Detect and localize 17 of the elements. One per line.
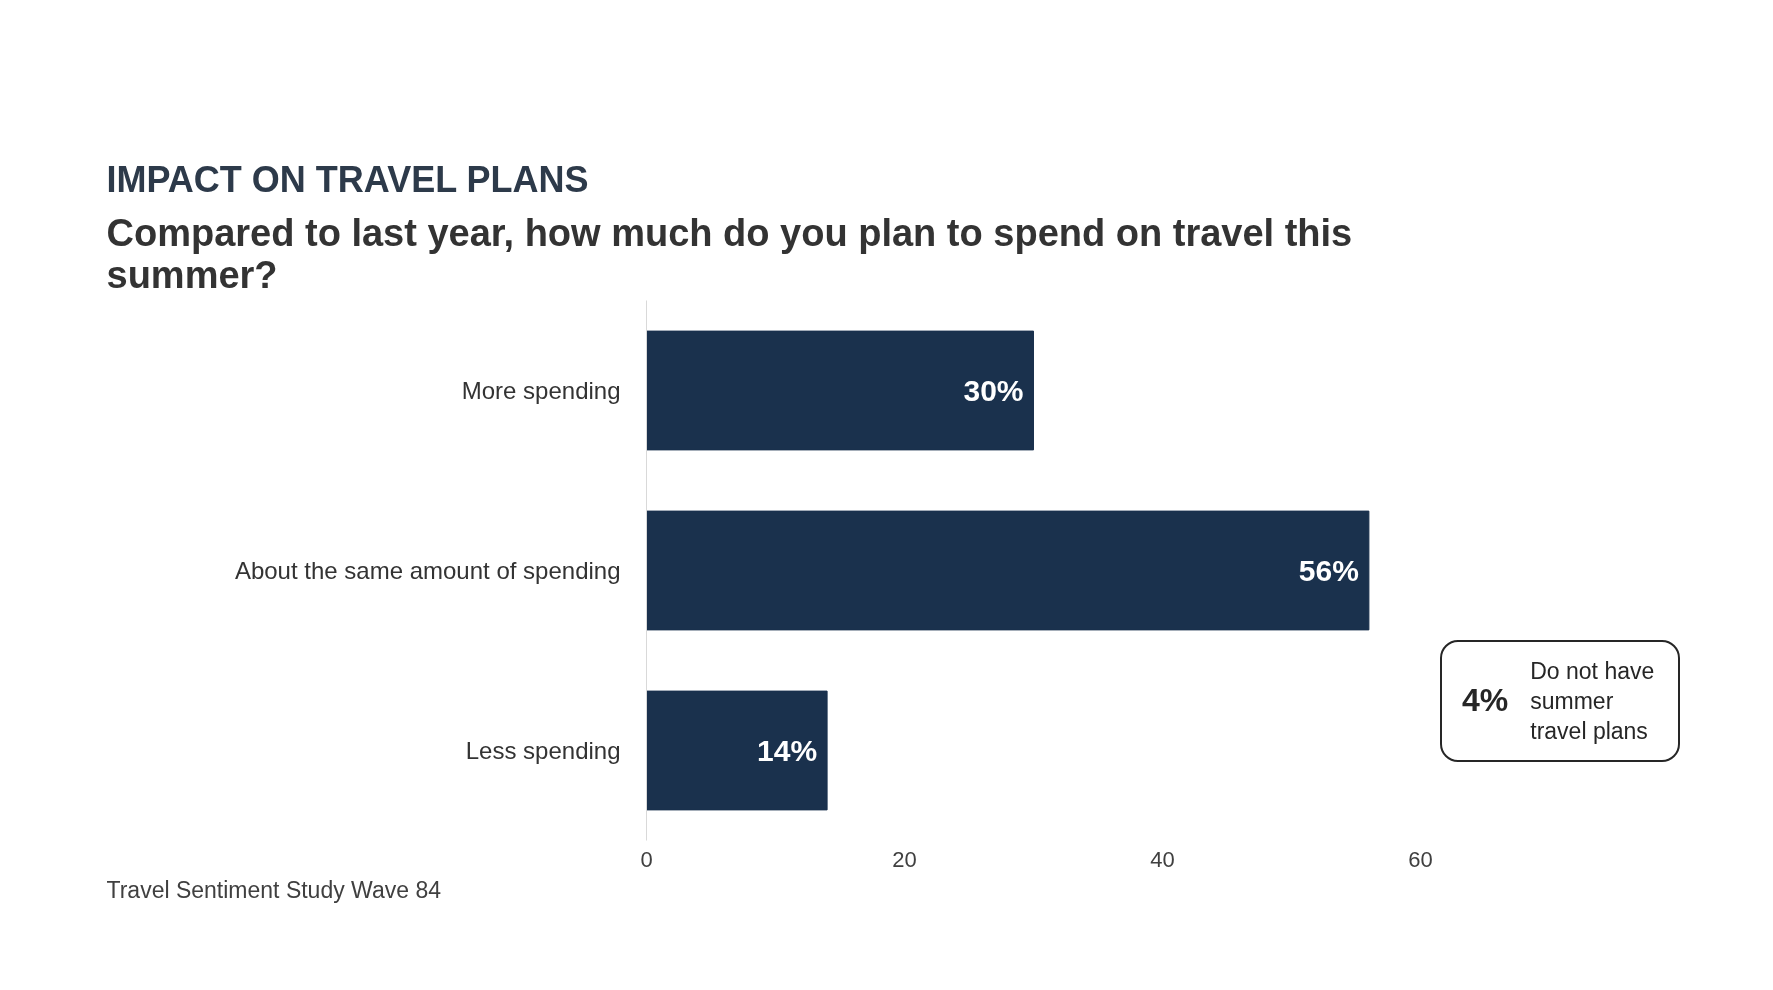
data-label: 56%: [1298, 554, 1359, 587]
x-tick-label: 20: [892, 846, 917, 872]
chart-subtitle: Compared to last year, how much do you plan to spend on travel this summer?: [106, 211, 1353, 296]
data-label: 14%: [757, 734, 818, 767]
y-tick-label: More spending: [461, 377, 621, 404]
text: IMPACT ON TRAVEL PLANS: [106, 158, 589, 200]
x-tick-label: 60: [1408, 846, 1433, 872]
x-tick-label: 40: [1150, 846, 1175, 872]
bar: [646, 510, 1370, 631]
text: 4% Do not have summer travel plans: [1462, 657, 1656, 746]
bar: [646, 330, 1034, 451]
x-tick-label: 0: [640, 846, 653, 872]
bar: [646, 690, 828, 811]
y-tick-label: About the same amount of spending: [234, 557, 621, 584]
y-tick-label: Less spending: [465, 737, 621, 764]
data-label: 30%: [963, 374, 1024, 407]
text: Travel Sentiment Study Wave 84: [106, 876, 442, 903]
